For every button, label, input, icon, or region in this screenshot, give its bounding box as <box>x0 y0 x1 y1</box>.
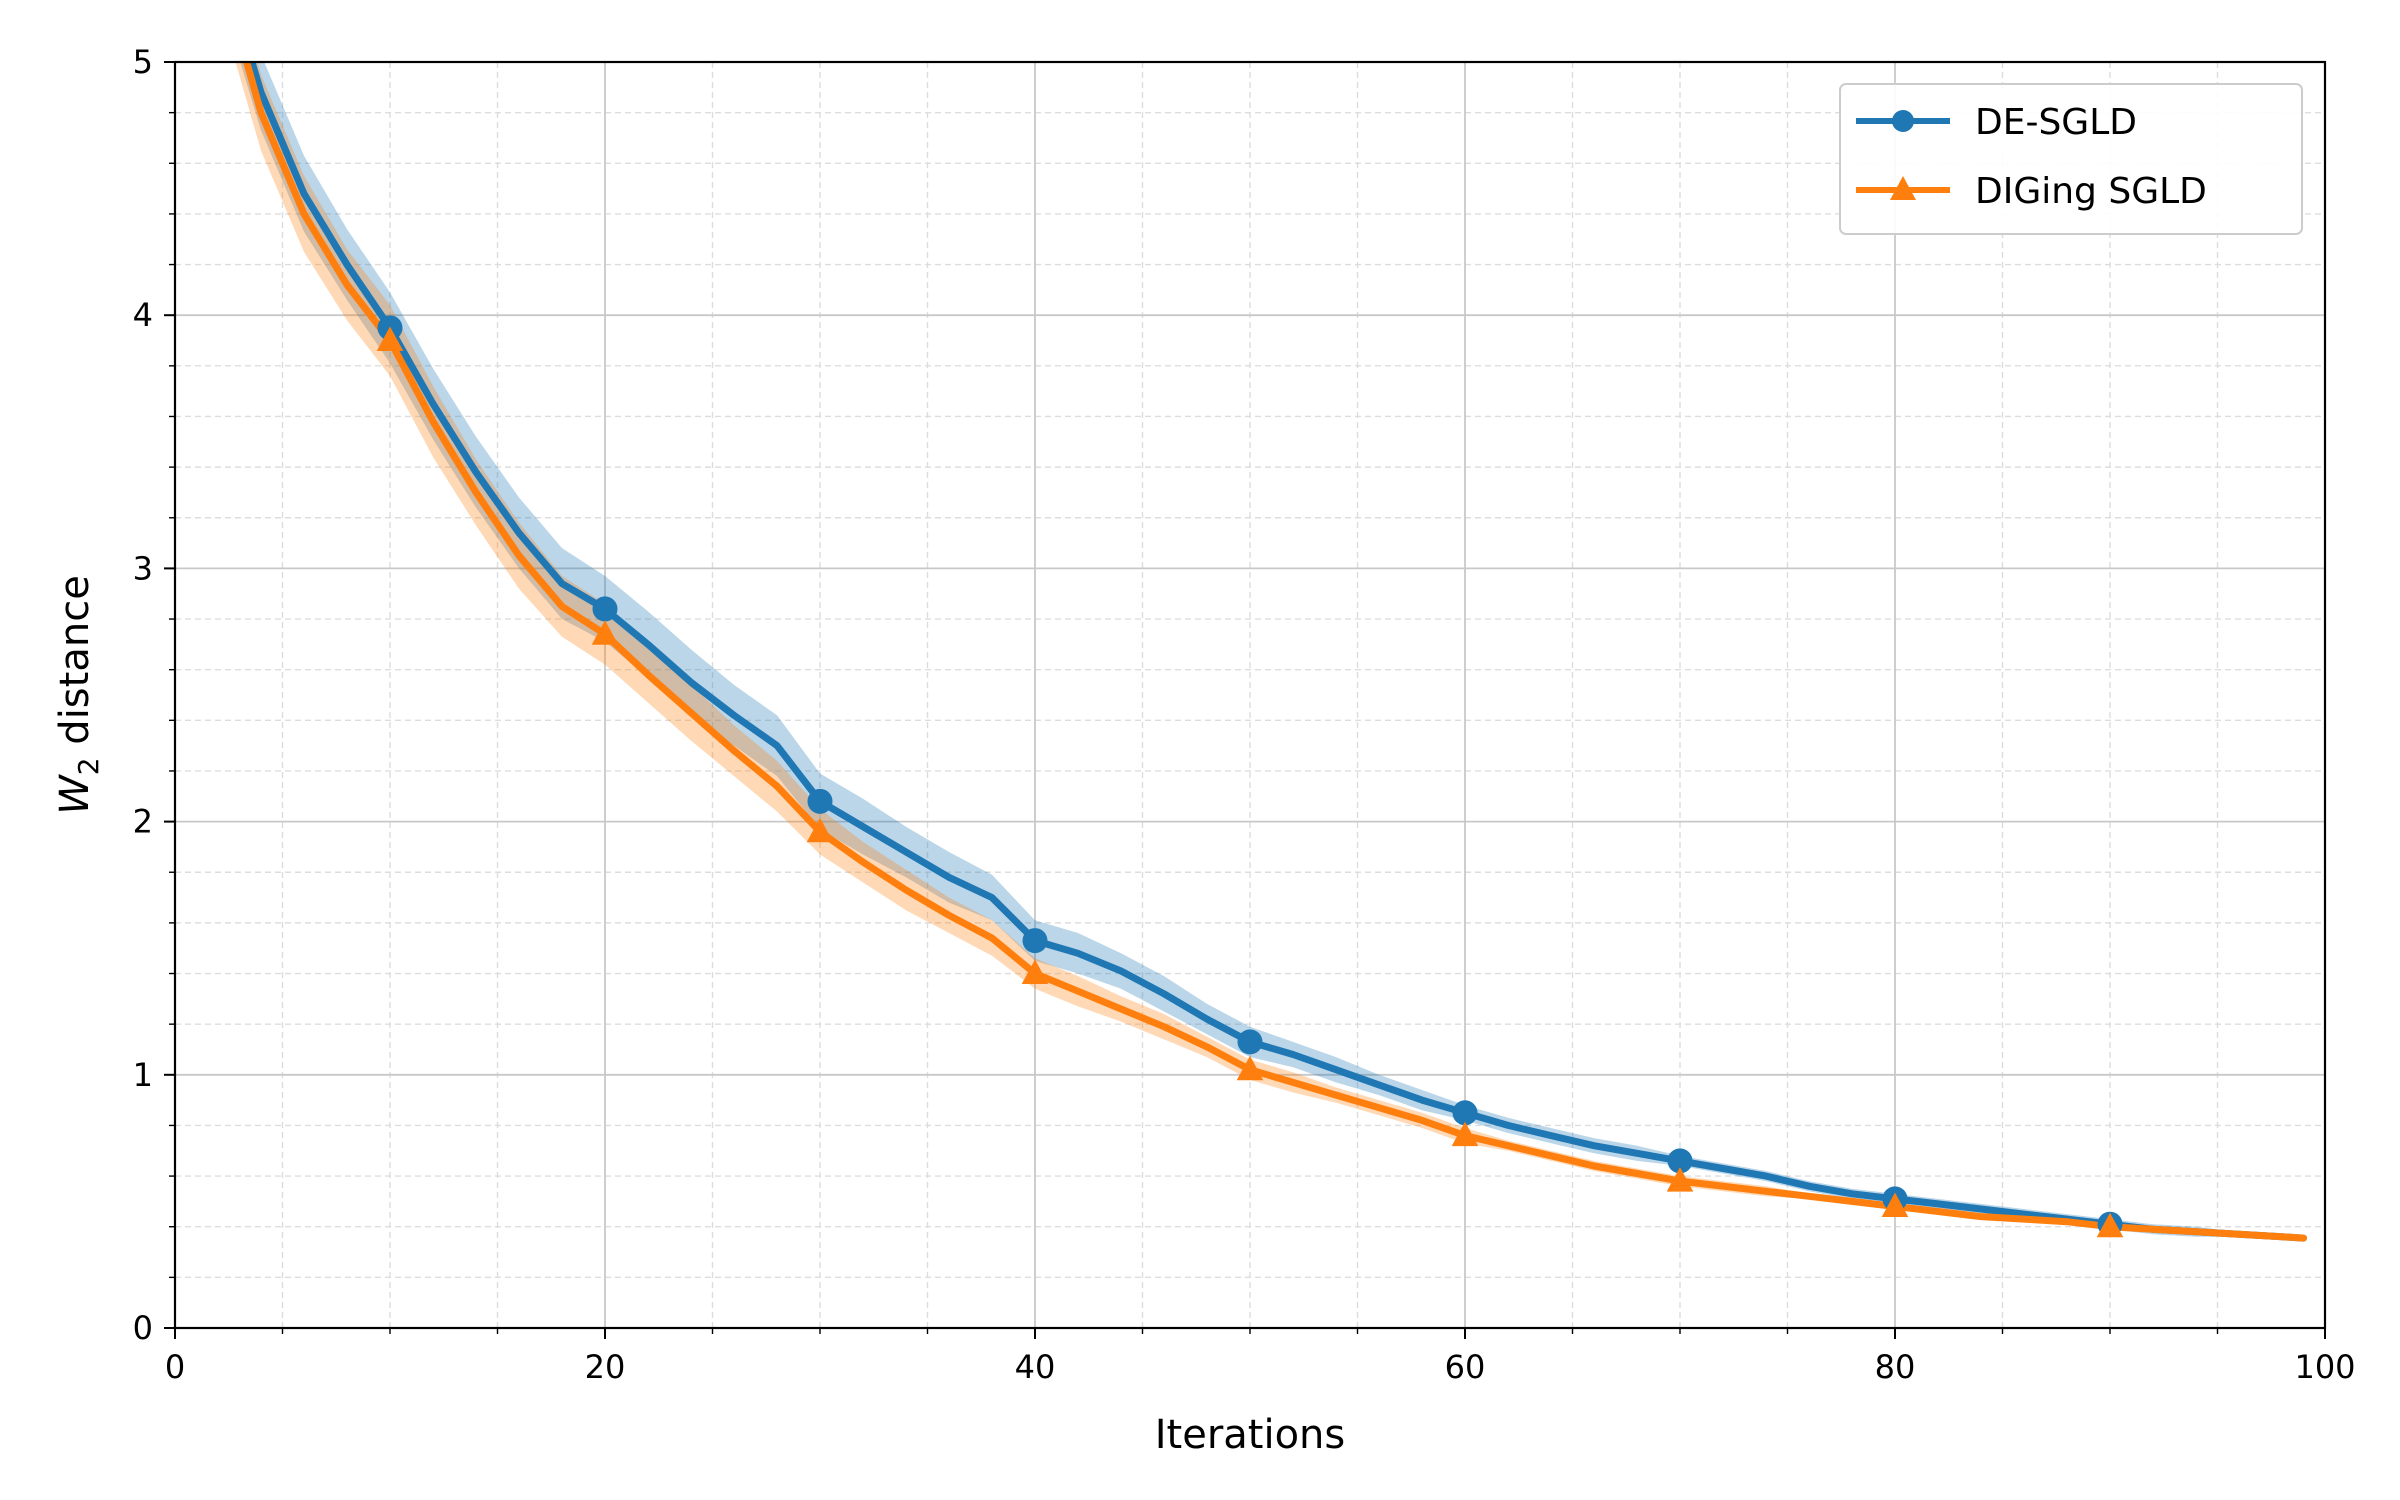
x-tick-label: 60 <box>1445 1348 1486 1386</box>
marker-diging-sgld <box>1451 1121 1479 1147</box>
legend: DE-SGLD DIGing SGLD <box>1839 83 2303 235</box>
legend-box <box>1839 83 2303 235</box>
y-axis-label: W2 distance <box>52 575 105 815</box>
legend-item-de-sgld: DE-SGLD <box>1856 102 2137 143</box>
y-axis-label-rest: distance <box>52 575 98 757</box>
axis-ticks <box>164 61 2326 1339</box>
x-tick-label: 0 <box>165 1348 185 1386</box>
x-axis-label: Iterations <box>1155 1412 1346 1458</box>
x-tick-label: 100 <box>2294 1348 2355 1386</box>
marker-de-sgld <box>1237 1029 1263 1055</box>
marker-de-sgld <box>807 788 833 814</box>
marker-diging-sgld <box>1236 1055 1264 1081</box>
y-tick-label: 4 <box>133 296 153 334</box>
marker-de-sgld <box>1667 1148 1693 1174</box>
y-tick-label: 1 <box>133 1056 153 1094</box>
band-diging-sgld <box>235 62 2304 1241</box>
marker-diging-sgld <box>591 620 619 645</box>
y-tick-label: 3 <box>133 549 153 587</box>
x-tick-label: 40 <box>1015 1348 1056 1386</box>
legend-item-diging-sgld: DIGing SGLD <box>1856 171 2207 212</box>
series-markers <box>376 315 2124 1238</box>
marker-diging-sgld <box>1881 1192 1909 1217</box>
marker-de-sgld <box>1452 1100 1478 1126</box>
marker-diging-sgld <box>2096 1212 2124 1238</box>
marker-diging-sgld <box>1021 959 1049 985</box>
x-tick-label: 20 <box>585 1348 626 1386</box>
y-axis-label-subscript: 2 <box>72 757 105 775</box>
y-tick-label: 2 <box>133 803 153 841</box>
y-tick-label: 0 <box>133 1309 153 1347</box>
marker-diging-sgld <box>806 817 834 843</box>
legend-label-de-sgld: DE-SGLD <box>1975 102 2137 143</box>
legend-marker-de-sgld <box>1892 110 1914 132</box>
marker-diging-sgld <box>1666 1167 1694 1192</box>
marker-de-sgld <box>1022 928 1048 954</box>
marker-diging-sgld <box>376 326 404 352</box>
x-tick-label: 80 <box>1875 1348 1916 1386</box>
y-axis-label-main: W <box>52 774 98 815</box>
tick-labels: 0 20 40 60 80 100 0 1 2 3 4 5 <box>133 43 2356 1386</box>
y-tick-label: 5 <box>133 43 153 81</box>
legend-marker-diging-sgld <box>1890 176 1916 200</box>
legend-label-diging-sgld: DIGing SGLD <box>1975 171 2207 212</box>
marker-de-sgld <box>592 596 618 622</box>
